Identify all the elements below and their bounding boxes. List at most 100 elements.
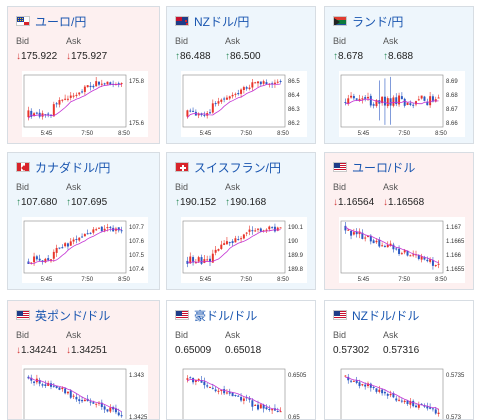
candle-body	[386, 244, 389, 248]
moving-average-line	[345, 98, 439, 105]
candle-body	[409, 400, 412, 405]
candle-body	[276, 410, 279, 412]
candle-body	[214, 389, 217, 392]
candle-body	[392, 97, 395, 106]
y-tick-label: 175.8	[129, 79, 145, 85]
candle-body	[234, 238, 237, 243]
candle-body	[83, 86, 86, 92]
candle-body	[225, 241, 228, 245]
candle-body	[358, 382, 361, 387]
candle-body	[423, 96, 426, 101]
candle-body	[33, 113, 36, 117]
trend-arrow-icon: ↑	[16, 197, 21, 208]
candle-body	[194, 379, 197, 382]
candle-body	[259, 404, 262, 409]
bid-label: Bid	[16, 36, 30, 46]
candle-body	[344, 225, 347, 231]
candle-body	[358, 231, 361, 235]
rate-card[interactable]: ユーロ/円 Bid Ask ↓175.922 ↓175.927 175.8 175.6 5:4…	[7, 6, 160, 144]
rate-card[interactable]: 豪ドル/ドル Bid Ask 0.65009 0.65018 0.6505 0.65	[166, 300, 316, 420]
candle-body	[398, 248, 401, 254]
currency-pair-name[interactable]: カナダドル/円	[35, 160, 111, 175]
candle-body	[30, 110, 33, 117]
currency-pair-name[interactable]: ユーロ/円	[35, 14, 87, 29]
candle-body	[95, 229, 98, 231]
candle-body	[347, 376, 350, 381]
currency-pair-name[interactable]: 英ポンド/ドル	[35, 308, 111, 323]
card-header[interactable]: ランド/円	[333, 13, 403, 29]
card-header[interactable]: 豪ドル/ドル	[175, 307, 257, 323]
rate-card[interactable]: スイスフラン/円 Bid Ask ↑190.152 ↑190.168 190.1 190 18…	[166, 152, 316, 290]
card-header[interactable]: ユーロ/円	[16, 13, 86, 29]
candle-body	[347, 98, 350, 104]
candle-body	[86, 85, 89, 88]
y-tick-label: 86.5	[288, 79, 300, 85]
chart-frame	[340, 368, 444, 419]
rate-card[interactable]: ランド/円 Bid Ask ↑8.678 ↑8.688 8.69 8.68 8.67 8.66 5…	[324, 6, 474, 144]
chart-frame	[23, 220, 127, 274]
rate-card[interactable]: NZドル/ドル Bid Ask 0.57302 0.57316 0.5735 0.573	[324, 300, 474, 420]
y-tick-label: 107.4	[129, 267, 145, 273]
price-chart[interactable]: 8.69 8.68 8.67 8.66 5:45 7:50 8:50	[339, 71, 465, 137]
candle-body	[268, 226, 271, 230]
candle-body	[242, 398, 245, 401]
candle-body	[69, 390, 72, 398]
candle-body	[103, 228, 106, 231]
card-header[interactable]: 英ポンド/ドル	[16, 307, 110, 323]
currency-pair-name[interactable]: NZドル/円	[194, 14, 250, 29]
candle-body	[262, 405, 265, 409]
candle-body	[265, 229, 268, 231]
rate-card[interactable]: カナダドル/円 Bid Ask ↑107.680 ↑107.695 107.7 107.6 1…	[7, 152, 160, 290]
candle-body	[225, 97, 228, 100]
currency-pair-name[interactable]: NZドル/ドル	[352, 308, 420, 323]
price-chart[interactable]: 107.7 107.6 107.5 107.4 5:45 7:50 8:50	[22, 217, 148, 283]
candle-body	[248, 229, 251, 232]
candle-body	[55, 385, 58, 388]
rate-card[interactable]: 英ポンド/ドル Bid Ask ↓1.34241 ↓1.34251 1.343 1.3425	[7, 300, 160, 420]
candle-body	[55, 247, 58, 253]
card-header[interactable]: NZドル/ドル	[333, 307, 419, 323]
candle-body	[369, 235, 372, 242]
currency-pair-name[interactable]: ランド/円	[352, 14, 404, 29]
rate-card[interactable]: ユーロ/ドル Bid Ask ↓1.16564 ↓1.16568 1.167 1.1665 1…	[324, 152, 474, 290]
eu-flag-icon	[16, 16, 30, 26]
card-header[interactable]: NZドル/円	[175, 13, 249, 29]
candle-body	[52, 385, 55, 387]
candle-body	[426, 406, 429, 409]
candle-body	[417, 99, 420, 101]
currency-pair-name[interactable]: ユーロ/ドル	[352, 160, 416, 175]
price-chart[interactable]: 0.5735 0.573	[339, 365, 465, 419]
currency-pair-name[interactable]: 豪ドル/ドル	[194, 308, 258, 323]
candle-body	[50, 383, 52, 387]
candle-body	[189, 110, 192, 112]
candle-body	[273, 226, 276, 232]
card-header[interactable]: スイスフラン/円	[175, 159, 281, 175]
currency-pair-name[interactable]: スイスフラン/円	[194, 160, 281, 175]
ask-value: 0.65018	[225, 345, 262, 356]
bid-value: ↓1.16564	[333, 197, 375, 208]
candle-body	[106, 227, 109, 229]
candle-body	[66, 98, 69, 100]
price-chart[interactable]: 0.6505 0.65	[181, 365, 307, 419]
candle-body	[61, 99, 64, 101]
card-header[interactable]: カナダドル/円	[16, 159, 110, 175]
price-chart[interactable]: 86.5 86.4 86.3 86.2 5:45 7:50 8:50	[181, 71, 307, 137]
bid-value: ↑8.678	[333, 51, 364, 62]
candle-body	[372, 104, 375, 106]
y-tick-label: 107.6	[129, 239, 145, 245]
rate-card[interactable]: NZドル/円 Bid Ask ↑86.488 ↑86.500 86.5 86.4 86.3 86…	[166, 6, 316, 144]
candle-body	[392, 393, 395, 398]
bid-value: 0.57302	[333, 345, 370, 356]
candle-body	[92, 85, 95, 88]
card-header[interactable]: ユーロ/ドル	[333, 159, 415, 175]
price-chart[interactable]: 190.1 190 189.9 189.8 5:45 7:50 8:50	[181, 217, 307, 283]
moving-average-line	[187, 83, 281, 118]
trend-arrow-icon: ↑	[225, 197, 230, 208]
candle-body	[403, 250, 406, 253]
price-chart[interactable]: 175.8 175.6 5:45 7:50 8:50	[22, 71, 148, 137]
y-tick-label: 1.1665	[446, 239, 465, 245]
price-chart[interactable]: 1.343 1.3425	[22, 365, 148, 419]
candle-body	[429, 96, 432, 106]
ask-label: Ask	[383, 182, 399, 192]
price-chart[interactable]: 1.167 1.1665 1.166 1.1655 5:45 7:50 8:50	[339, 217, 465, 283]
